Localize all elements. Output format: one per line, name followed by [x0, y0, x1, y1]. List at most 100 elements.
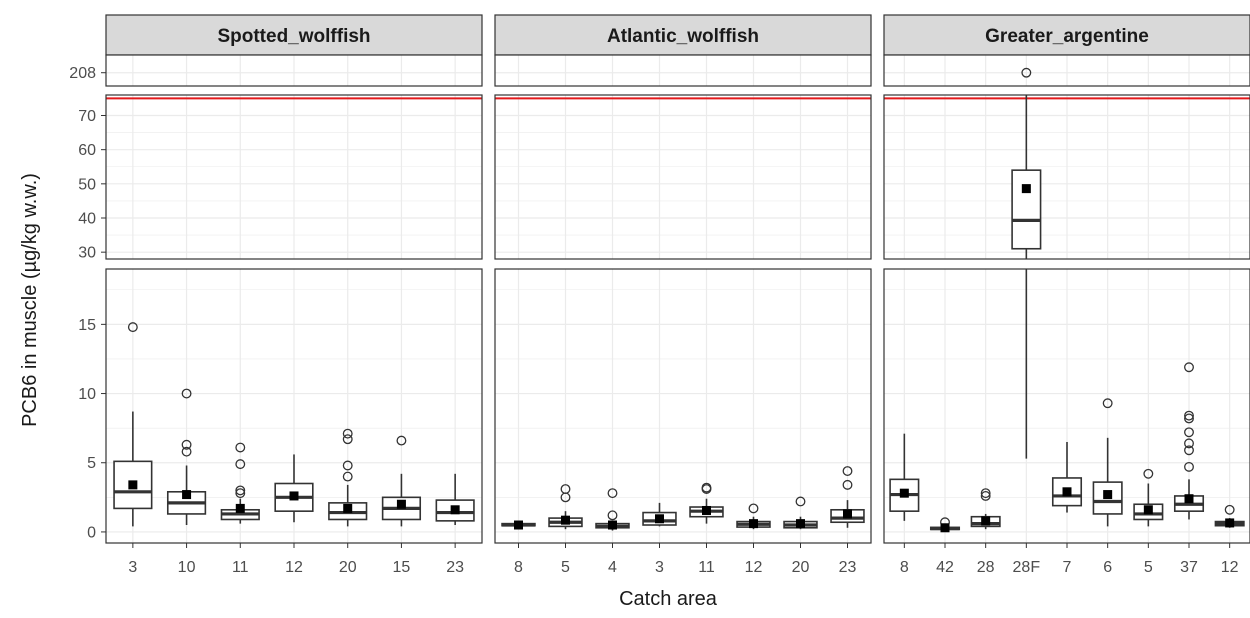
box-20	[328, 428, 368, 527]
panel-border	[494, 54, 872, 87]
mean-marker	[1021, 184, 1031, 194]
outlier-point	[842, 479, 853, 490]
box-12	[736, 503, 771, 530]
outlier-point	[342, 434, 353, 445]
x-tick-label: 28F	[1013, 559, 1041, 576]
panel-0: Spotted_wolffish 3 10 11 12 20 15 23	[105, 14, 483, 576]
box-20	[783, 496, 818, 530]
facet-strip-label: Greater_argentine	[985, 26, 1149, 47]
mean-marker	[561, 515, 570, 525]
x-tick-label: 23	[446, 559, 464, 576]
mean-marker	[981, 516, 991, 526]
mean-marker	[396, 499, 406, 509]
outlier-point	[235, 488, 246, 499]
x-tick-label: 12	[1221, 559, 1239, 576]
y-tick-label: 0	[87, 524, 96, 541]
facet-strip	[105, 14, 483, 56]
box-11	[220, 442, 260, 524]
outlier-point	[1184, 362, 1194, 373]
y-tick-label: 30	[78, 245, 96, 262]
y-axis-title: PCB6 in muscle (µg/kg w.w.)	[19, 173, 41, 427]
mean-marker	[1103, 490, 1113, 500]
x-tick-label: 5	[1144, 559, 1153, 576]
panel-border	[883, 94, 1250, 260]
panel-border	[494, 268, 872, 544]
x-tick-label: 5	[561, 559, 570, 576]
box-42	[929, 517, 961, 533]
outlier-point	[842, 466, 853, 476]
mean-marker	[289, 491, 299, 501]
mean-marker	[1225, 518, 1235, 528]
outlier-point	[1184, 461, 1194, 472]
outlier-point	[342, 471, 353, 482]
box-37	[1173, 362, 1205, 520]
outlier-point	[1184, 413, 1194, 424]
outlier-point	[181, 388, 192, 399]
box-23	[830, 466, 865, 528]
y-tick-label: 60	[78, 142, 96, 159]
x-tick-label: 28	[977, 559, 995, 576]
mean-marker	[343, 503, 353, 513]
outlier-point	[607, 510, 618, 521]
outlier-point	[181, 446, 192, 457]
y-tick-label: 15	[78, 317, 96, 334]
outlier-point	[235, 459, 246, 470]
facet-strip	[494, 14, 872, 56]
mean-marker	[655, 514, 664, 524]
outlier-point	[748, 503, 759, 514]
x-tick-label: 8	[900, 559, 909, 576]
mean-marker	[182, 490, 192, 500]
panel-border	[883, 54, 1250, 87]
outlier-point	[1143, 468, 1154, 479]
outlier-point	[1184, 438, 1194, 449]
mean-marker	[1062, 487, 1072, 497]
x-tick-label: 15	[393, 559, 411, 576]
outlier-point	[1021, 67, 1032, 78]
x-tick-label: 20	[339, 559, 357, 576]
outlier-point	[1184, 445, 1194, 456]
outlier-point	[1184, 427, 1194, 438]
panel-border	[883, 268, 1250, 544]
box-15	[381, 435, 422, 527]
x-tick-label: 4	[608, 559, 617, 576]
box-6	[1092, 398, 1123, 527]
panel-border	[105, 54, 483, 87]
box-3	[113, 322, 153, 527]
y-tick-label: 5	[87, 455, 96, 472]
x-tick-label: 3	[128, 559, 137, 576]
outlier-point	[235, 442, 246, 453]
x-tick-label: 42	[936, 559, 954, 576]
x-tick-label: 23	[839, 559, 857, 576]
outlier-point	[235, 485, 246, 496]
box-3	[642, 502, 677, 527]
box-12	[274, 454, 314, 523]
mean-marker	[899, 488, 909, 498]
iqr-box	[1011, 169, 1042, 250]
box-12	[1214, 504, 1245, 528]
outlier-point	[1224, 504, 1235, 515]
outlier-point	[342, 460, 353, 471]
x-axis-title: Catch area	[619, 588, 718, 610]
panel-border	[105, 94, 483, 260]
mean-marker	[1143, 505, 1153, 515]
y-tick-label: 70	[78, 108, 96, 125]
plot-area	[495, 269, 871, 543]
mean-marker	[940, 523, 950, 533]
box-7	[1051, 441, 1083, 513]
outlier-point	[980, 488, 991, 499]
box-28	[970, 488, 1001, 530]
box-23	[435, 473, 475, 526]
x-tick-label: 8	[514, 559, 523, 576]
mean-marker	[702, 505, 711, 515]
plot-area	[495, 95, 871, 259]
outlier-point	[1102, 398, 1113, 409]
x-tick-label: 6	[1103, 559, 1112, 576]
mean-marker	[450, 505, 460, 515]
y-tick-label: 10	[78, 386, 96, 403]
x-tick-label: 11	[232, 559, 249, 576]
outlier-point	[795, 496, 806, 507]
x-tick-label: 10	[178, 559, 196, 576]
outlier-point	[396, 435, 407, 446]
facet-strip	[883, 14, 1250, 56]
y-tick-label: 208	[69, 65, 96, 82]
